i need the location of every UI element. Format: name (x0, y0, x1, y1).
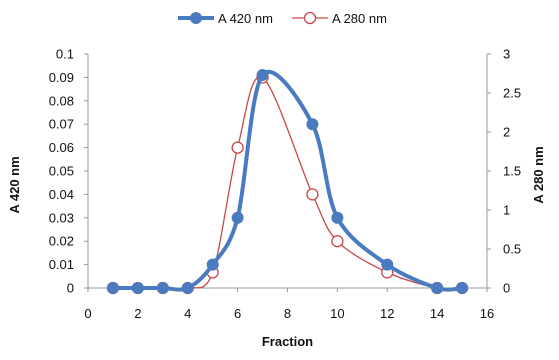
right-y-axis-title: A 280 nm (531, 146, 546, 203)
left-y-tick-label: 0.01 (49, 257, 74, 272)
data-point-a280 (306, 188, 319, 201)
axes: 0 2 4 6 8 10 12 14 1600.010.020.030.040.050.060.… (49, 47, 521, 322)
data-point-a420 (306, 118, 319, 131)
legend: A 420 nm A 280 nm (178, 11, 387, 26)
data-point-a420 (131, 282, 144, 294)
data-point-a420 (156, 282, 169, 294)
right-y-tick-label: 3 (503, 47, 510, 62)
series-line-a420 (110, 70, 465, 292)
left-y-tick-label: 0 (67, 281, 74, 296)
data-point-a420 (431, 282, 444, 294)
left-y-tick-label: 0.02 (49, 234, 74, 249)
legend-marker-a280 (303, 11, 317, 25)
data-point-a420 (181, 282, 194, 294)
data-point-a420 (231, 211, 244, 224)
series-a280 (106, 71, 469, 295)
data-point-a420 (381, 258, 394, 271)
left-y-tick-label: 0.06 (49, 140, 74, 155)
data-point-a420 (456, 282, 469, 294)
x-tick-label: 0 (84, 306, 91, 321)
x-axis-title: Fraction (262, 334, 313, 349)
legend-label-a420: A 420 nm (218, 11, 273, 26)
legend-item-a280: A 280 nm (292, 11, 387, 26)
right-y-tick-label: 0.5 (503, 242, 521, 257)
series-layer (106, 69, 469, 295)
left-y-tick-label: 0.09 (49, 70, 74, 85)
data-point-a420 (206, 258, 219, 271)
legend-label-a280: A 280 nm (332, 11, 387, 26)
legend-marker-a420 (190, 12, 202, 24)
legend-item-a420: A 420 nm (178, 11, 273, 26)
x-tick-label: 16 (480, 306, 494, 321)
data-point-a280 (331, 235, 344, 248)
series-line-a280 (112, 76, 463, 290)
series-a420 (106, 69, 469, 294)
x-tick-label: 2 (134, 306, 141, 321)
right-y-tick-label: 1.5 (503, 164, 521, 179)
left-y-tick-label: 0.08 (49, 93, 74, 108)
x-tick-label: 10 (330, 306, 344, 321)
x-tick-label: 4 (184, 306, 191, 321)
left-y-tick-label: 0.03 (49, 210, 74, 225)
data-point-a280 (231, 141, 244, 154)
right-y-tick-label: 0 (503, 281, 510, 296)
left-y-tick-label: 0.1 (56, 47, 74, 62)
left-y-tick-label: 0.05 (49, 164, 74, 179)
data-point-a420 (256, 69, 269, 82)
x-tick-label: 8 (284, 306, 291, 321)
data-point-a420 (106, 282, 119, 294)
left-y-axis-title: A 420 nm (7, 156, 22, 213)
right-y-tick-label: 2 (503, 125, 510, 140)
left-y-tick-label: 0.04 (49, 187, 74, 202)
x-tick-label: 14 (430, 306, 444, 321)
right-y-tick-label: 1 (503, 203, 510, 218)
left-y-tick-label: 0.07 (49, 117, 74, 132)
data-point-a420 (331, 211, 344, 224)
x-tick-label: 6 (234, 306, 241, 321)
right-y-tick-label: 2.5 (503, 86, 521, 101)
x-tick-label: 12 (380, 306, 394, 321)
